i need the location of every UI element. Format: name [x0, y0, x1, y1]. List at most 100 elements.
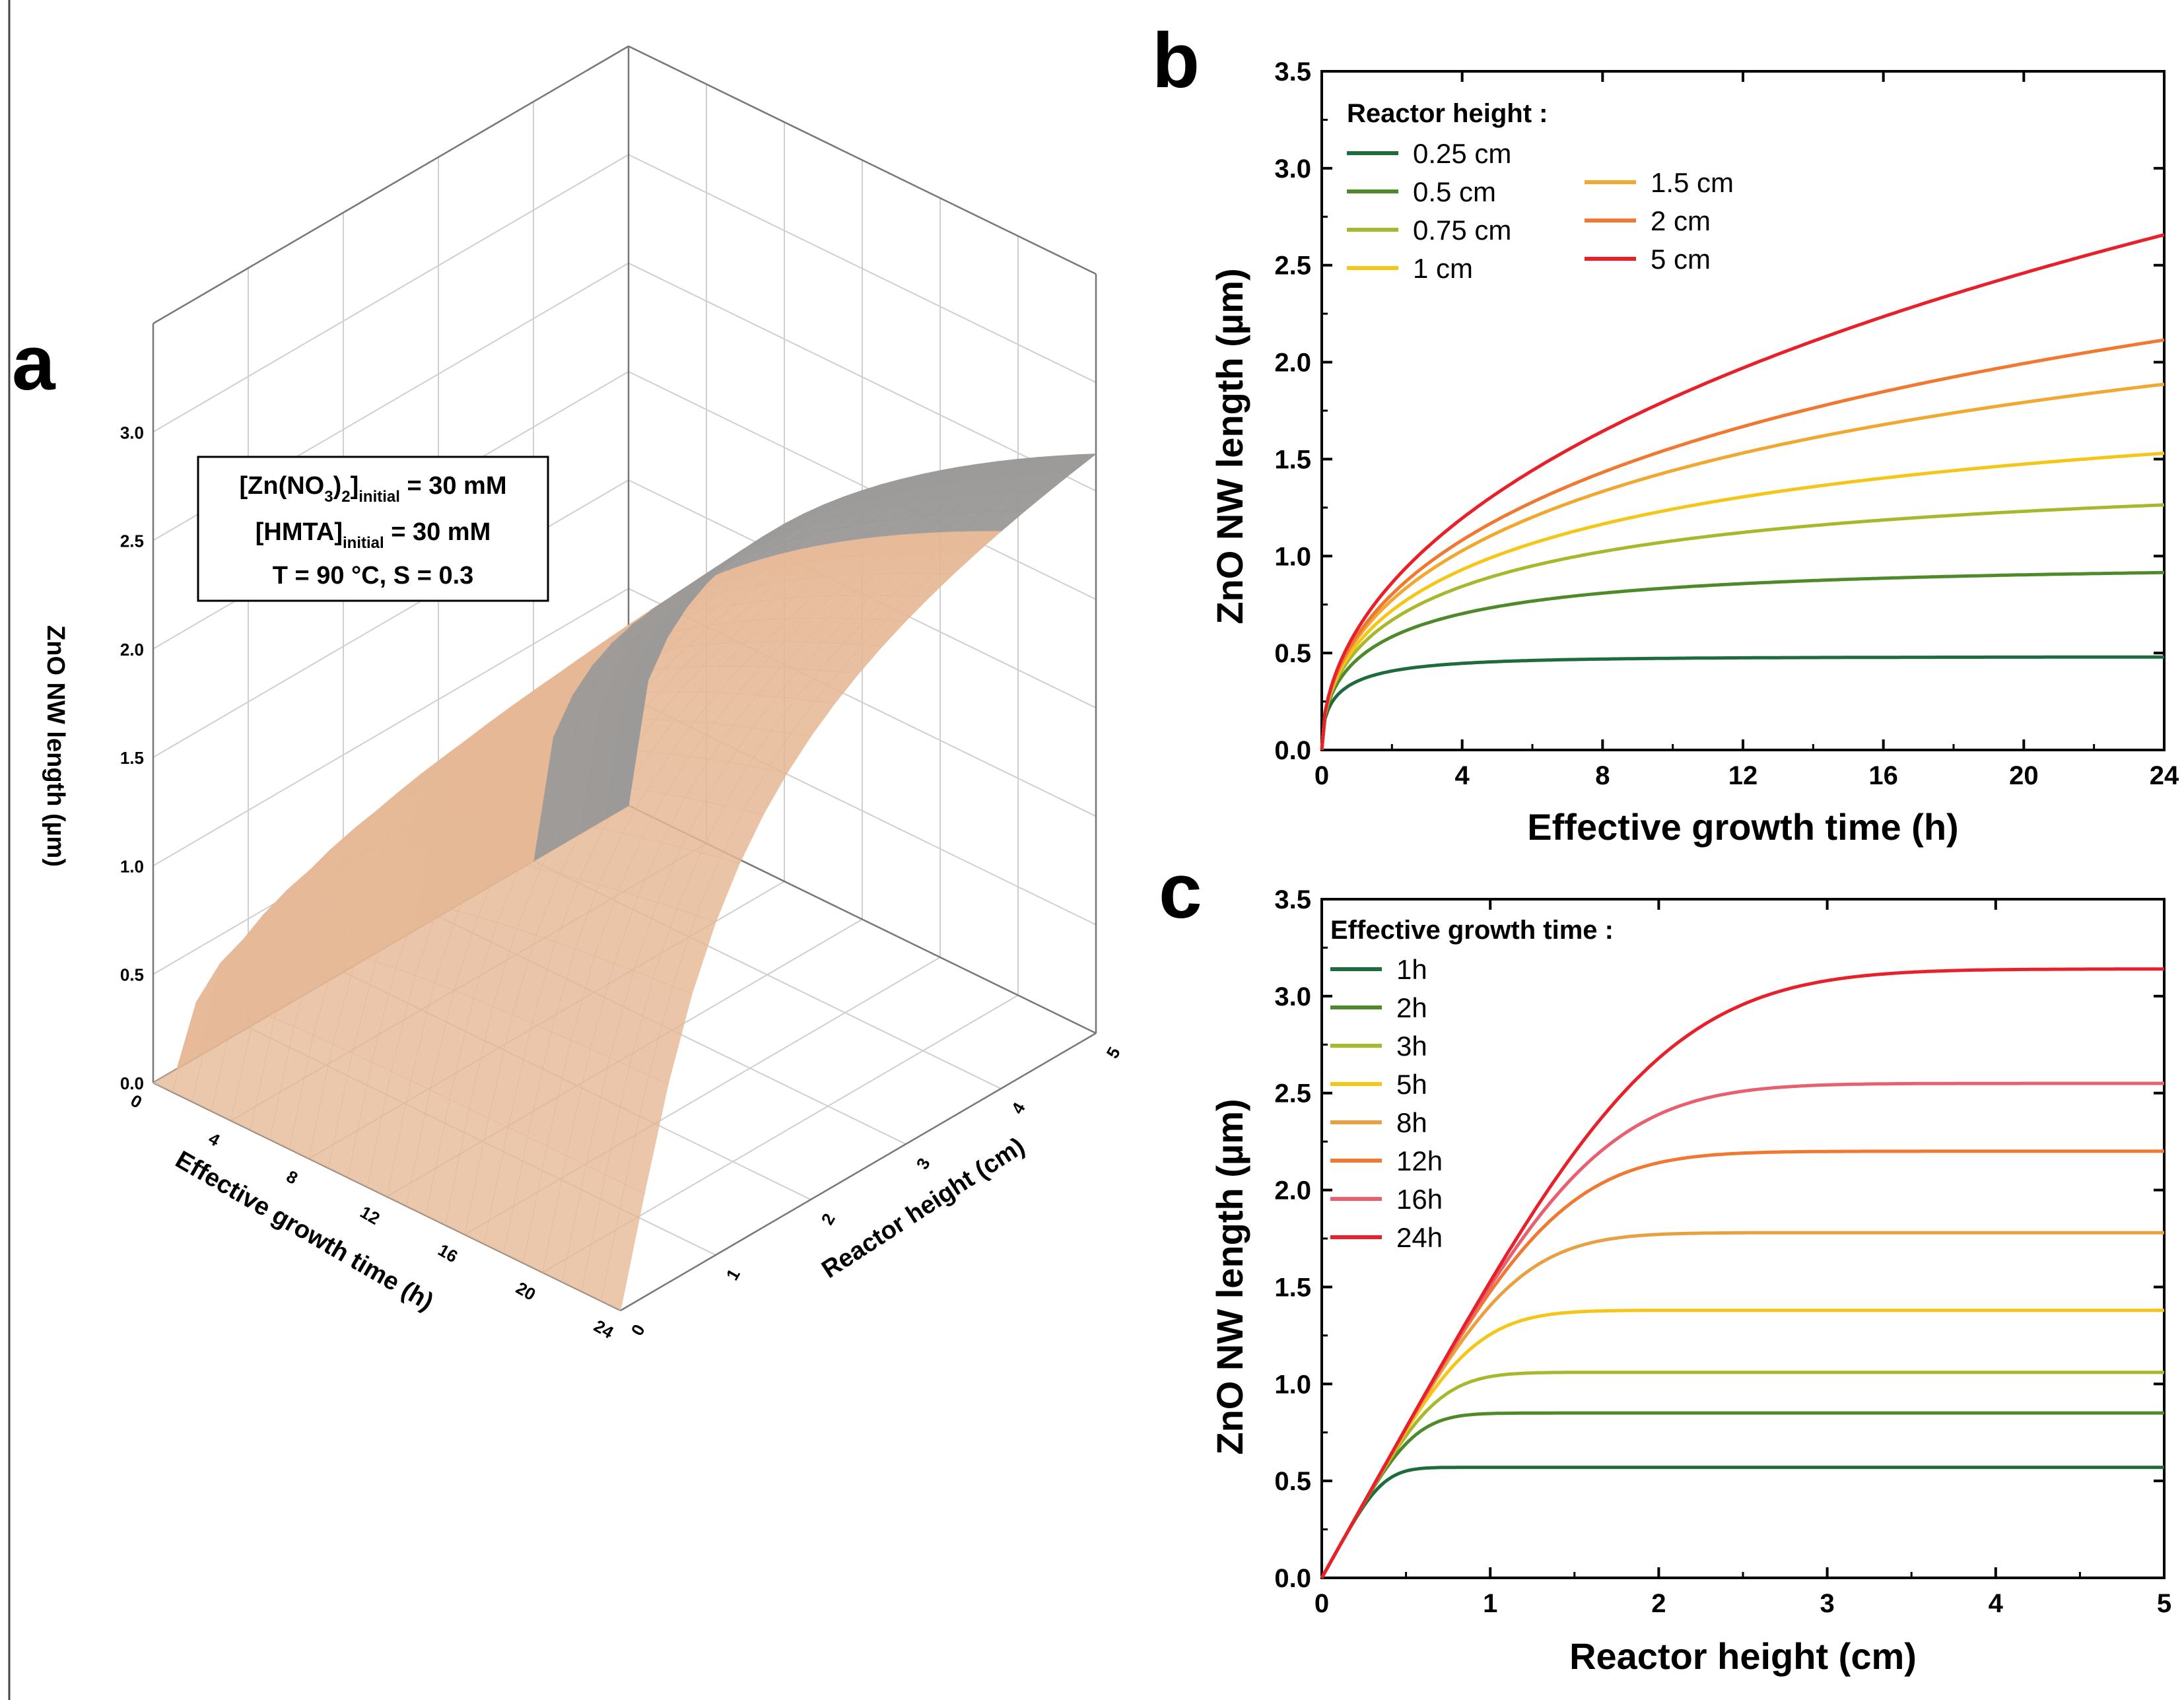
x-tick-label: 16 [434, 1240, 461, 1266]
panel-b-legend: 0.25 cm 0.5 cm 0.75 cm 1 cm 1.5 cm 2 cm 5 cm [1347, 138, 1734, 284]
legend-label: 2h [1396, 992, 1427, 1023]
legend-label: 1.5 cm [1651, 167, 1734, 198]
series-line-8h [1320, 1231, 2164, 1579]
panel-c-legend: 1h 2h 3h 5h 8h 12h 16h 24h [1330, 954, 1443, 1253]
y-tick-label: 2.5 [1274, 1079, 1311, 1108]
y-tick-label: 3.0 [1274, 154, 1311, 184]
b-plot-frame [1320, 70, 2166, 751]
series-line-0.75-cm [1320, 503, 2165, 751]
legend-label: 0.25 cm [1413, 138, 1511, 169]
series-line-1h [1320, 1466, 2164, 1579]
z-tick-label: 0.5 [120, 965, 144, 985]
y-tick-label: 0 [627, 1321, 649, 1340]
z-tick-label: 0.0 [120, 1073, 144, 1093]
panel-a-y-axis-title: Reactor height (cm) [817, 1132, 1029, 1284]
panel-a-z-axis-title: ZnO NW length (µm) [42, 625, 69, 867]
series-line-12h [1320, 1149, 2164, 1579]
x-tick-label: 4 [205, 1128, 224, 1150]
x-tick-label: 1 [1483, 1589, 1497, 1618]
x-tick-label: 16 [1868, 761, 1898, 790]
panel-letter-a: a [12, 320, 56, 407]
legend-label: 0.75 cm [1413, 215, 1511, 246]
back-wall-z-gridline [153, 154, 629, 433]
series-line-0.5-cm [1320, 570, 2164, 751]
y-tick-label: 2 [817, 1210, 839, 1229]
series-line-5h [1320, 1309, 2164, 1579]
y-tick-label: 1 [722, 1266, 744, 1284]
panel-c-x-axis-title: Reactor height (cm) [1569, 1635, 1917, 1677]
y-tick-label: 0.5 [1274, 639, 1311, 668]
legend-label: 5 cm [1651, 244, 1711, 275]
panel-letter-c: c [1159, 848, 1202, 935]
series-line-1.5-cm [1320, 382, 2165, 751]
series-line-3h [1320, 1371, 2164, 1579]
legend-label: 5h [1396, 1069, 1427, 1100]
z-tick-label: 2.5 [120, 531, 144, 551]
z-tick-label: 1.5 [120, 748, 144, 768]
x-tick-label: 20 [2009, 761, 2039, 790]
series-line-1-cm [1320, 452, 2165, 751]
x-tick-label: 4 [1455, 761, 1470, 790]
x-tick-label: 24 [590, 1316, 617, 1343]
legend-label: 24h [1396, 1222, 1443, 1253]
z-tick-label: 3.0 [120, 423, 144, 442]
x-tick-label: 12 [357, 1202, 383, 1228]
x-tick-label: 12 [1728, 761, 1758, 790]
c-plot-frame [1320, 898, 2166, 1579]
y-tick-label: 5 [1103, 1044, 1124, 1062]
y-tick-label: 0.0 [1274, 736, 1311, 765]
back-wall-z-gridline [153, 479, 629, 759]
panel-b-y-axis-title: ZnO NW length (µm) [1209, 268, 1250, 624]
x-tick-label: 3 [1820, 1589, 1834, 1618]
series-line-24h [1320, 967, 2164, 1579]
panel-c-line-chart: c 0 1 2 3 4 5 0.0 0.5 1.0 1.5 2.0 2.5 3.0 3.5 Reactor… [1159, 848, 2171, 1677]
panel-b-plot-area: 0 4 8 12 16 20 24 0.0 0.5 1.0 1.5 2.0 2.5 3.0 3.5 [1274, 57, 2179, 790]
legend-label: 16h [1396, 1184, 1443, 1215]
box-edge [628, 45, 1097, 275]
series-line-0.25-cm [1320, 655, 2164, 751]
x-tick-label: 2 [1651, 1589, 1666, 1618]
x-tick-label: 4 [1989, 1589, 2004, 1618]
x-tick-label: 20 [512, 1277, 539, 1304]
z-tick-label: 1.0 [120, 856, 144, 876]
annotation-frame [197, 456, 549, 602]
y-tick-label: 1.0 [1274, 542, 1311, 571]
x-tick-label: 8 [1595, 761, 1610, 790]
panel-c-legend-title: Effective growth time : [1330, 916, 1614, 945]
legend-label: 1 cm [1413, 253, 1473, 284]
annotation-line-1: [Zn(NO3)2]initial = 30 mM [239, 472, 506, 506]
series-line-5-cm [1320, 233, 2165, 751]
panel-b-x-axis-title: Effective growth time (h) [1527, 806, 1958, 848]
back-wall-z-gridline [153, 588, 629, 867]
y-tick-label: 2.5 [1274, 252, 1311, 281]
panel-c-y-axis-title: ZnO NW length (µm) [1209, 1099, 1250, 1454]
y-tick-label: 4 [1007, 1099, 1029, 1117]
legend-label: 2 cm [1651, 205, 1711, 236]
panel-c-plot-area: 0 1 2 3 4 5 0.0 0.5 1.0 1.5 2.0 2.5 3.0 3.5 [1274, 885, 2171, 1618]
y-tick-label: 2.0 [1274, 1176, 1311, 1206]
annotation-line-2: [HMTA]initial = 30 mM [256, 518, 491, 552]
box-edge [153, 45, 629, 325]
series-line-2h [1320, 1411, 2164, 1579]
legend-label: 1h [1396, 954, 1427, 985]
surface-patch [152, 1002, 197, 1093]
y-tick-label: 1.5 [1274, 445, 1311, 474]
box-edge [620, 1032, 1097, 1312]
z-tick-label: 2.0 [120, 640, 144, 660]
legend-label: 0.5 cm [1413, 176, 1496, 207]
y-tick-label: 3.5 [1274, 885, 1311, 914]
series-line-2-cm [1320, 338, 2165, 751]
x-tick-label: 0 [127, 1091, 146, 1112]
panel-b-legend-title: Reactor height : [1347, 99, 1548, 128]
panel-a-surface [152, 454, 1097, 1311]
x-tick-label: 0 [1314, 761, 1329, 790]
y-tick-label: 3.5 [1274, 57, 1311, 86]
panel-letter-b: b [1152, 17, 1200, 104]
x-tick-label: 8 [283, 1167, 302, 1188]
panel-a-annotation-box: [Zn(NO3)2]initial = 30 mM [HMTA]initial … [197, 456, 549, 602]
series-line-16h [1320, 1081, 2164, 1579]
legend-label: 8h [1396, 1107, 1427, 1138]
y-tick-label: 0.0 [1274, 1564, 1311, 1593]
